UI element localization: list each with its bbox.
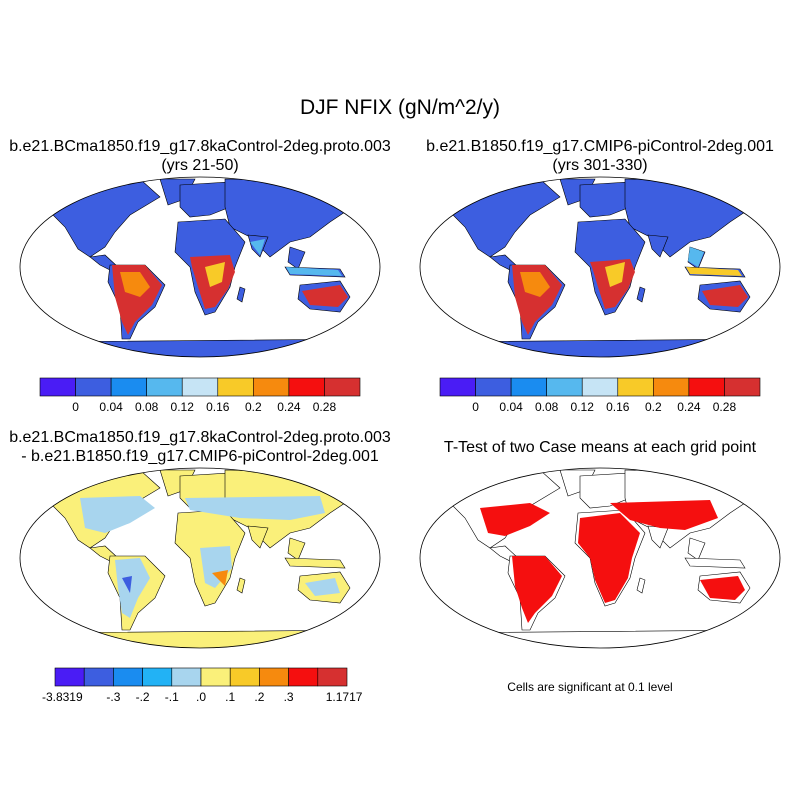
colorbar-swatch: [259, 667, 289, 687]
panel-title-line1: b.e21.BCma1850.f19_g17.8kaControl-2deg.p…: [9, 138, 391, 155]
map-border: [19, 176, 381, 358]
panel-title-top-right: b.e21.B1850.f19_g17.CMIP6-piControl-2deg…: [400, 137, 800, 175]
colorbar-swatch: [217, 377, 254, 397]
panel-title-line2: (yrs 21-50): [161, 157, 239, 174]
tropical-hotspots: [112, 239, 348, 335]
colorbar-swatch: [181, 377, 219, 397]
colorbar-swatch: [617, 377, 654, 397]
map-border: [419, 467, 781, 649]
colorbar-swatch: [146, 377, 183, 397]
colorbar-top-right: [439, 377, 761, 397]
colorbar-swatch: [439, 377, 476, 397]
colorbar-top-left: [39, 377, 361, 397]
map-bottom-right: [419, 467, 781, 649]
map-bottom-left: [19, 467, 381, 649]
difference-patches: [80, 496, 340, 618]
colorbar-swatch: [324, 377, 361, 397]
colorbar-swatch: [113, 667, 143, 687]
map-top-left: [19, 176, 381, 358]
colorbar-swatch: [317, 667, 348, 687]
colorbar-swatch: [75, 377, 112, 397]
colorbar-swatch: [724, 377, 761, 397]
map-border: [19, 467, 381, 649]
panel-title-line1: b.e21.BCma1850.f19_g17.8kaControl-2deg.p…: [9, 429, 391, 446]
significant-cells: [480, 500, 745, 623]
panel-title-line2: (yrs 301-330): [552, 157, 648, 174]
map-top-right: [419, 176, 781, 358]
panel-title-line1: T-Test of two Case means at each grid po…: [443, 439, 757, 456]
colorbar-swatch: [653, 377, 690, 397]
colorbar-swatch: [288, 377, 325, 397]
panel-title-line1: b.e21.B1850.f19_g17.CMIP6-piControl-2deg…: [426, 138, 774, 155]
panel-title-top-left: b.e21.BCma1850.f19_g17.8kaControl-2deg.p…: [0, 137, 400, 175]
colorbar-swatch: [171, 667, 202, 687]
colorbar-swatch: [54, 667, 85, 687]
colorbar-bottom-left: [54, 667, 348, 687]
significance-note: Cells are significant at 0.1 level: [507, 680, 673, 694]
colorbar-swatch: [475, 377, 512, 397]
colorbar-swatch: [581, 377, 619, 397]
colorbar-swatch: [253, 377, 290, 397]
colorbar-swatch: [688, 377, 725, 397]
colorbar-swatch: [83, 667, 114, 687]
colorbar-swatch: [510, 377, 547, 397]
colorbar-swatch: [229, 667, 260, 687]
panel-title-bottom-right: T-Test of two Case means at each grid po…: [400, 438, 800, 457]
colorbar-swatch: [200, 667, 231, 687]
figure-title: DJF NFIX (gN/m^2/y): [299, 96, 501, 119]
colorbar-swatch: [110, 377, 147, 397]
tropical-hotspots: [512, 247, 748, 335]
colorbar-swatch: [546, 377, 583, 397]
panel-title-bottom-left: b.e21.BCma1850.f19_g17.8kaControl-2deg.p…: [0, 428, 400, 466]
panel-title-line2: - b.e21.B1850.f19_g17.CMIP6-piControl-2d…: [21, 448, 379, 465]
map-border: [419, 176, 781, 358]
colorbar-swatch: [142, 667, 173, 687]
colorbar-swatch: [39, 377, 76, 397]
colorbar-swatch: [288, 667, 319, 687]
